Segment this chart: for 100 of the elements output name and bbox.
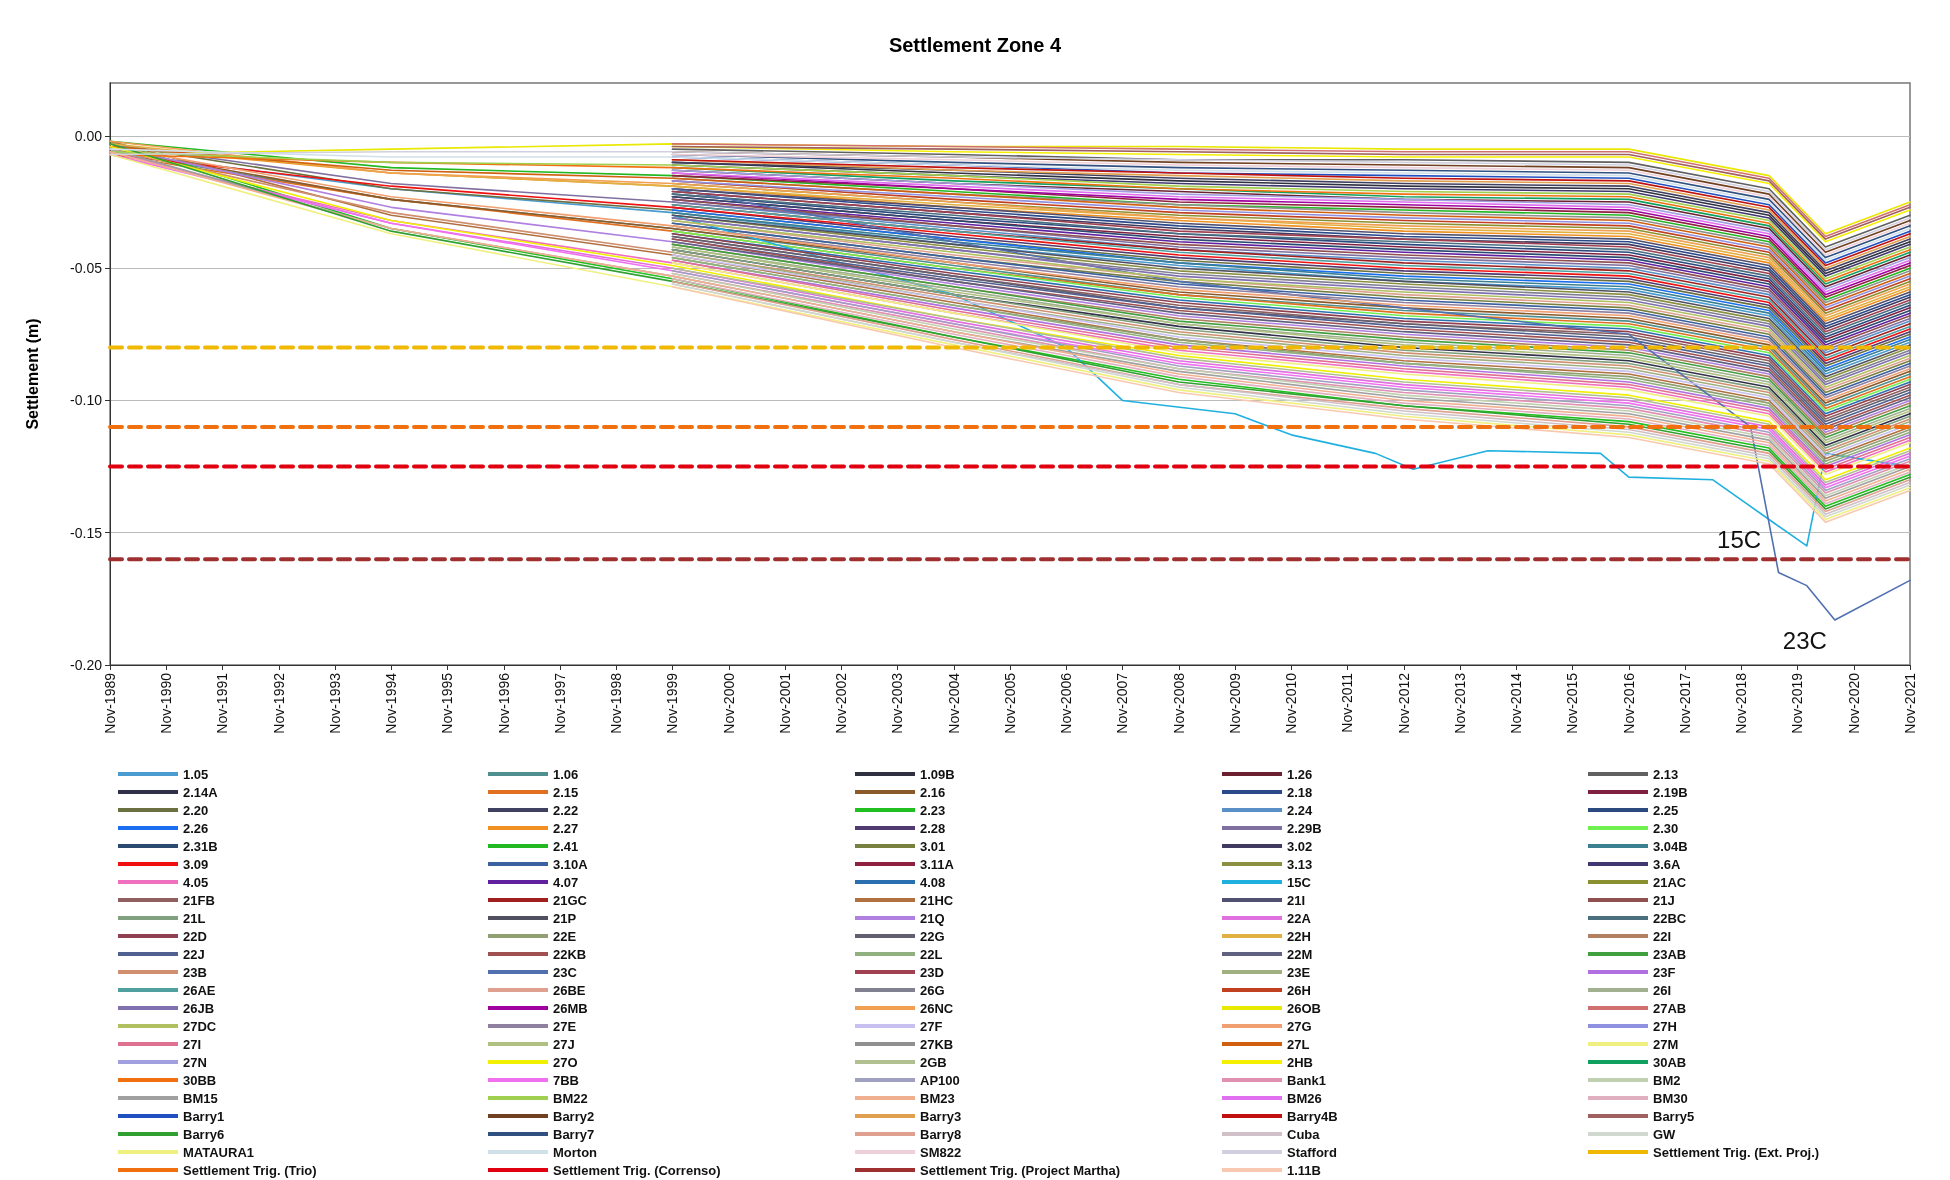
legend-label: Stafford xyxy=(1287,1144,1337,1160)
legend-label: 27G xyxy=(1287,1018,1312,1034)
legend-label: 21L xyxy=(183,910,206,926)
x-tick-label: Nov-1989 xyxy=(102,672,118,734)
legend-label: 2.15 xyxy=(553,784,579,800)
legend-label: 2.18 xyxy=(1287,784,1313,800)
x-tick-label: Nov-2008 xyxy=(1170,672,1187,734)
legend-label: 2.25 xyxy=(1653,802,1679,818)
legend-label: 27AB xyxy=(1653,1000,1687,1016)
legend-label: 27DC xyxy=(183,1018,217,1034)
legend-label: 22KB xyxy=(553,946,587,962)
legend-label: AP100 xyxy=(920,1072,960,1088)
legend-label: 23C xyxy=(553,964,578,980)
legend-label: 2.30 xyxy=(1653,820,1679,836)
legend-label: Morton xyxy=(553,1144,598,1160)
legend-label: 2.23 xyxy=(920,802,946,818)
legend-label: 22H xyxy=(1287,928,1311,944)
x-tick-label: Nov-1993 xyxy=(327,672,343,734)
legend-label: 3.13 xyxy=(1287,856,1313,872)
x-tick-label: Nov-2020 xyxy=(1845,672,1862,734)
legend-label: 26H xyxy=(1287,982,1311,998)
x-tick-label: Nov-1995 xyxy=(439,672,456,734)
legend-label: 27KB xyxy=(920,1036,954,1052)
legend-label: 2.24 xyxy=(1287,802,1314,818)
legend-label: Cuba xyxy=(1287,1126,1321,1142)
x-tick-label: Nov-2006 xyxy=(1058,672,1075,734)
legend-label: 2.27 xyxy=(553,820,579,836)
x-tick-label: Nov-2007 xyxy=(1114,672,1131,734)
x-tick-label: Nov-2017 xyxy=(1677,672,1693,734)
x-tick-label: Nov-2019 xyxy=(1789,672,1806,734)
x-tick-label: Nov-1997 xyxy=(552,672,568,734)
legend-label: 4.08 xyxy=(920,874,946,890)
legend-label: 22J xyxy=(183,946,205,962)
legend-label: Barry7 xyxy=(553,1126,595,1142)
x-tick-label: Nov-1999 xyxy=(664,672,681,734)
legend-label: BM26 xyxy=(1287,1090,1322,1106)
legend-label: Barry1 xyxy=(183,1108,225,1124)
y-tick-label: 0.00 xyxy=(74,127,103,144)
legend-label: 27F xyxy=(920,1018,943,1034)
legend-label: 23D xyxy=(920,964,944,980)
annotation: 23C xyxy=(1782,626,1827,654)
legend-label: 3.04B xyxy=(1653,838,1688,854)
legend-label: 2.31B xyxy=(183,838,218,854)
legend-label: 2.29B xyxy=(1287,820,1322,836)
legend-label: Barry2 xyxy=(553,1108,595,1124)
legend-label: 23B xyxy=(183,964,207,980)
y-tick-label: -0.05 xyxy=(70,260,103,277)
legend-label: 2HB xyxy=(1287,1054,1314,1070)
legend-label: 21AC xyxy=(1653,874,1687,890)
x-tick-label: Nov-2001 xyxy=(777,672,793,734)
legend-label: 1.09B xyxy=(920,766,955,782)
legend-label: 26G xyxy=(920,982,945,998)
legend-label: 27M xyxy=(1653,1036,1679,1052)
legend-label: 22I xyxy=(1653,928,1672,944)
legend-label: 22D xyxy=(183,928,207,944)
legend-label: Settlement Trig. (Correnso) xyxy=(553,1162,721,1178)
legend-label: SM822 xyxy=(920,1144,962,1160)
legend-label: 3.01 xyxy=(920,838,946,854)
legend-label: 3.09 xyxy=(183,856,209,872)
legend-label: 21I xyxy=(1287,892,1306,908)
legend-label: Barry6 xyxy=(183,1126,225,1142)
legend-label: 1.11B xyxy=(1287,1162,1321,1178)
x-tick-label: Nov-1991 xyxy=(214,672,231,734)
legend-label: 27H xyxy=(1653,1018,1677,1034)
legend-label: 21J xyxy=(1653,892,1675,908)
legend-label: 2GB xyxy=(920,1054,947,1070)
legend-label: 23E xyxy=(1287,964,1311,980)
x-tick-label: Nov-2004 xyxy=(945,672,962,734)
legend-label: 27L xyxy=(1287,1036,1310,1052)
legend-label: 3.6A xyxy=(1653,856,1682,872)
x-tick-label: Nov-2009 xyxy=(1227,672,1243,734)
x-tick-label: Nov-1990 xyxy=(158,672,175,734)
legend-label: Settlement Trig. (Project Martha) xyxy=(920,1162,1121,1178)
legend-label: 15C xyxy=(1287,874,1312,890)
legend-label: 23AB xyxy=(1653,946,1687,962)
legend-label: 26NC xyxy=(920,1000,954,1016)
legend-label: BM15 xyxy=(183,1090,218,1106)
x-tick-label: Nov-2011 xyxy=(1339,672,1356,733)
legend-label: 22M xyxy=(1287,946,1313,962)
legend-label: 2.41 xyxy=(553,838,579,854)
legend-label: 4.05 xyxy=(183,874,209,890)
legend-label: Barry3 xyxy=(920,1108,962,1124)
legend-label: 26MB xyxy=(553,1000,588,1016)
legend-label: 27E xyxy=(553,1018,577,1034)
legend-label: 3.10A xyxy=(553,856,589,872)
legend-label: 21P xyxy=(553,910,577,926)
legend-label: BM2 xyxy=(1653,1072,1681,1088)
legend-label: 2.28 xyxy=(920,820,946,836)
legend-label: 22L xyxy=(920,946,943,962)
legend-label: 22BC xyxy=(1653,910,1687,926)
x-tick-label: Nov-2005 xyxy=(1002,672,1018,734)
x-tick-label: Nov-2013 xyxy=(1452,672,1468,734)
legend-label: BM22 xyxy=(553,1090,588,1106)
x-tick-label: Nov-2018 xyxy=(1733,672,1750,734)
y-tick-label: -0.20 xyxy=(70,657,103,673)
x-tick-label: Nov-2014 xyxy=(1508,672,1525,734)
x-tick-label: Nov-1994 xyxy=(383,672,400,734)
legend-label: 27I xyxy=(183,1036,202,1052)
legend-label: 21GC xyxy=(553,892,588,908)
legend-label: MATAURA1 xyxy=(183,1144,255,1160)
